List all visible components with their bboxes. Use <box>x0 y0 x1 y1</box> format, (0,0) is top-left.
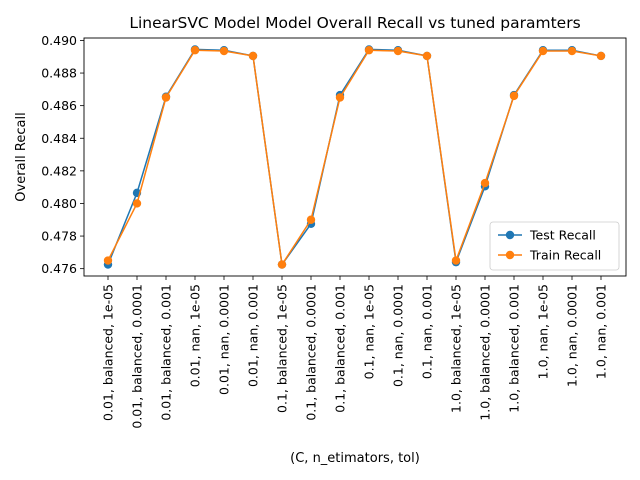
y-tick-label: 0.480 <box>41 196 77 211</box>
x-tick-label: 0.1, nan, 0.0001 <box>391 284 406 387</box>
data-point <box>538 46 548 56</box>
data-point <box>103 256 113 265</box>
data-point <box>335 93 345 102</box>
data-point <box>190 46 200 55</box>
data-point <box>596 51 606 61</box>
plot-frame <box>83 37 627 277</box>
y-tick-label: 0.476 <box>41 261 77 276</box>
data-point <box>509 91 519 101</box>
y-tick-label: 0.486 <box>41 98 77 113</box>
chart-title: LinearSVC Model Model Overall Recall vs … <box>129 14 580 32</box>
legend-marker <box>505 230 515 240</box>
x-axis-label: (C, n_etimators, tol) <box>290 451 420 466</box>
data-point <box>161 93 171 102</box>
data-point <box>219 46 229 56</box>
x-tick-label: 0.01, nan, 1e-05 <box>188 284 203 387</box>
x-tick-label: 0.01, balanced, 0.001 <box>159 284 174 421</box>
x-tick-label: 1.0, balanced, 0.0001 <box>478 284 493 421</box>
x-tick-label: 1.0, nan, 0.001 <box>594 284 609 379</box>
legend-label: Train Recall <box>529 248 601 263</box>
x-tick-label: 1.0, nan, 1e-05 <box>536 284 551 379</box>
data-point <box>248 51 258 61</box>
data-point <box>393 46 403 56</box>
legend-label: Test Recall <box>529 228 596 243</box>
x-tick-label: 1.0, nan, 0.0001 <box>565 284 580 387</box>
y-axis-label: Overall Recall <box>14 112 29 201</box>
y-tick-label: 0.478 <box>41 229 77 244</box>
x-tick-label: 0.1, balanced, 1e-05 <box>275 284 290 413</box>
legend-entry: Train Recall <box>498 248 601 263</box>
legend-entry: Test Recall <box>498 228 596 243</box>
y-axis: 0.476 0.478 0.480 0.482 0.484 0.486 0.488 0.490 <box>41 33 84 276</box>
x-tick-label: 0.01, balanced, 1e-05 <box>101 284 116 421</box>
x-axis: 0.01, balanced, 1e-05 0.01, balanced, 0.0… <box>101 276 609 429</box>
x-tick-label: 0.1, nan, 1e-05 <box>362 284 377 379</box>
data-point <box>364 46 374 55</box>
data-point <box>451 256 461 265</box>
data-point <box>132 199 142 208</box>
data-point <box>422 51 432 61</box>
plot-area <box>103 45 606 269</box>
y-tick-label: 0.490 <box>41 33 77 48</box>
legend: Test Recall Train Recall <box>489 221 620 271</box>
x-tick-label: 0.01, nan, 0.001 <box>246 284 261 387</box>
data-point <box>277 260 287 269</box>
y-tick-label: 0.484 <box>41 131 77 146</box>
x-tick-label: 0.01, nan, 0.0001 <box>217 284 232 395</box>
series-line <box>107 49 602 267</box>
legend-box <box>489 221 620 271</box>
series-train-recall <box>103 46 606 269</box>
x-tick-label: 0.01, balanced, 0.0001 <box>130 284 145 429</box>
x-tick-label: 0.1, balanced, 0.0001 <box>304 284 319 421</box>
x-tick-label: 1.0, balanced, 0.001 <box>507 284 522 413</box>
x-tick-label: 1.0, balanced, 1e-05 <box>449 284 464 413</box>
x-tick-label: 0.1, balanced, 0.001 <box>333 284 348 413</box>
y-tick-label: 0.482 <box>41 163 77 178</box>
data-point <box>480 178 490 188</box>
legend-marker <box>505 250 515 260</box>
y-tick-label: 0.488 <box>41 66 77 81</box>
data-point <box>306 215 316 224</box>
data-point <box>567 46 577 56</box>
x-tick-label: 0.1, nan, 0.001 <box>420 284 435 379</box>
